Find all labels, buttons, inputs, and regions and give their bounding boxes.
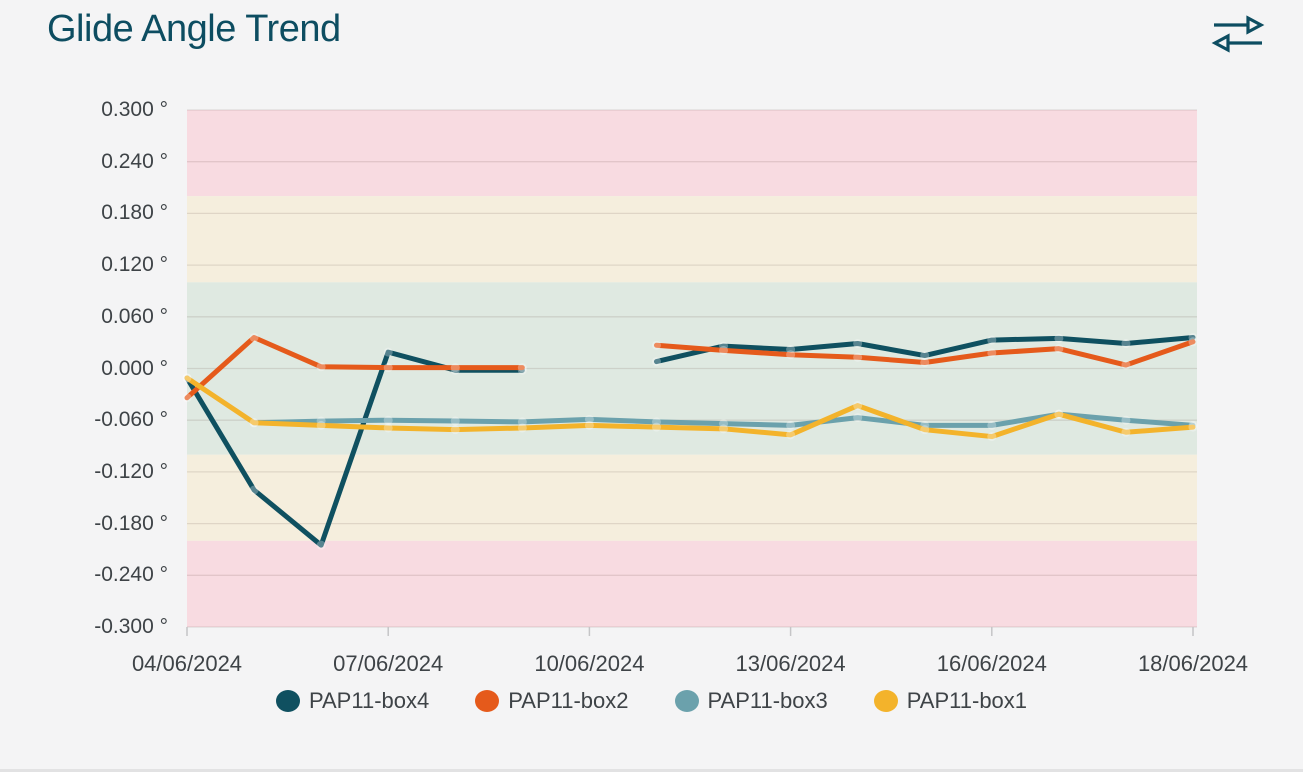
data-point-marker bbox=[249, 332, 259, 342]
legend-label: PAP11-box3 bbox=[707, 688, 828, 713]
data-point-marker bbox=[584, 414, 594, 424]
data-point-marker bbox=[786, 350, 796, 360]
series-line-PAP11-box2 bbox=[653, 339, 1196, 368]
data-point-marker bbox=[316, 362, 326, 372]
y-axis-tick-label: -0.180 ° bbox=[94, 511, 168, 535]
legend-item-PAP11-box1[interactable]: PAP11-box1 bbox=[873, 688, 1028, 714]
data-point-marker bbox=[853, 413, 863, 423]
data-point-marker bbox=[719, 345, 729, 355]
data-point-marker bbox=[920, 357, 930, 367]
data-point-marker bbox=[786, 345, 796, 355]
x-axis-tick-label: 13/06/2024 bbox=[735, 651, 846, 676]
x-axis-tick-label: 18/06/2024 bbox=[1137, 651, 1249, 676]
y-axis-tick-label: -0.060 ° bbox=[94, 408, 168, 432]
series-line-PAP11-box2 bbox=[184, 334, 525, 401]
legend-label: PAP11-box2 bbox=[508, 688, 629, 713]
data-point-marker bbox=[786, 430, 796, 440]
data-point-marker bbox=[920, 351, 930, 361]
data-point-marker bbox=[786, 420, 796, 430]
data-point-marker bbox=[853, 401, 863, 411]
data-point-marker bbox=[249, 418, 259, 428]
chart-legend: PAP11-box4 PAP11-box2 PAP11-box3 PAP11-box1 bbox=[0, 688, 1303, 714]
y-axis-tick-label: 0.300 ° bbox=[101, 98, 168, 121]
data-point-marker bbox=[1121, 427, 1131, 437]
data-point-marker bbox=[517, 423, 527, 433]
data-point-marker bbox=[1121, 360, 1131, 370]
series-line-PAP11-box3 bbox=[251, 411, 1196, 428]
tolerance-band bbox=[187, 196, 1197, 283]
page-title: Glide Angle Trend bbox=[47, 8, 341, 50]
legend-color-dot bbox=[475, 690, 500, 712]
y-axis-tick-label: 0.120 ° bbox=[101, 253, 168, 277]
data-point-marker bbox=[450, 416, 460, 426]
data-point-marker bbox=[383, 347, 393, 357]
legend-label: PAP11-box4 bbox=[308, 688, 430, 713]
data-point-marker bbox=[383, 415, 393, 425]
y-axis-tick-label: 0.180 ° bbox=[101, 201, 168, 225]
legend-color-dot bbox=[275, 690, 300, 712]
legend-item-PAP11-box3[interactable]: PAP11-box3 bbox=[674, 688, 828, 714]
data-point-marker bbox=[1121, 339, 1131, 349]
data-point-marker bbox=[987, 420, 997, 430]
data-point-marker bbox=[383, 423, 393, 433]
data-point-marker bbox=[1054, 344, 1064, 354]
legend-color-dot bbox=[873, 690, 898, 712]
data-point-marker bbox=[651, 422, 661, 432]
data-point-marker bbox=[920, 425, 930, 435]
data-point-marker bbox=[450, 363, 460, 373]
tolerance-band bbox=[187, 454, 1197, 541]
data-point-marker bbox=[1121, 415, 1131, 425]
legend-label: PAP11-box1 bbox=[906, 688, 1028, 713]
data-point-marker bbox=[987, 432, 997, 442]
data-point-marker bbox=[719, 424, 729, 434]
data-point-marker bbox=[249, 485, 259, 495]
data-point-marker bbox=[853, 339, 863, 349]
data-point-marker bbox=[1054, 409, 1064, 419]
x-axis-tick-label: 04/06/2024 bbox=[131, 651, 243, 676]
series-line-PAP11-box4 bbox=[653, 334, 1196, 365]
data-point-marker bbox=[987, 335, 997, 345]
y-axis-tick-label: 0.240 ° bbox=[101, 149, 168, 173]
y-axis-tick-label: -0.300 ° bbox=[94, 615, 168, 638]
swap-horizontal-arrows-glyph bbox=[1211, 15, 1265, 53]
y-axis-tick-label: -0.120 ° bbox=[94, 459, 168, 483]
data-point-marker bbox=[987, 348, 997, 358]
legend-item-PAP11-box4[interactable]: PAP11-box4 bbox=[275, 688, 430, 714]
data-point-marker bbox=[853, 352, 863, 362]
data-point-marker bbox=[316, 540, 326, 550]
data-point-marker bbox=[1188, 337, 1198, 347]
data-point-marker bbox=[651, 340, 661, 350]
data-point-marker bbox=[651, 357, 661, 367]
data-point-marker bbox=[1188, 422, 1198, 432]
y-axis-tick-label: 0.000 ° bbox=[101, 356, 168, 380]
legend-color-dot bbox=[674, 690, 699, 712]
data-point-marker bbox=[182, 373, 192, 383]
series-line-PAP11-box1 bbox=[184, 375, 1196, 440]
tolerance-band bbox=[187, 540, 1197, 627]
data-point-marker bbox=[517, 417, 527, 427]
data-point-marker bbox=[584, 420, 594, 430]
tolerance-band bbox=[187, 110, 1197, 197]
data-point-marker bbox=[1188, 332, 1198, 342]
series-line-PAP11-box4 bbox=[184, 349, 525, 548]
data-point-marker bbox=[1054, 333, 1064, 343]
data-point-marker bbox=[651, 417, 661, 427]
y-axis-tick-label: 0.060 ° bbox=[101, 304, 168, 328]
data-point-marker bbox=[719, 419, 729, 429]
data-point-marker bbox=[383, 363, 393, 373]
x-axis-tick-label: 07/06/2024 bbox=[333, 651, 444, 676]
data-point-marker bbox=[450, 425, 460, 435]
x-axis-tick-label: 16/06/2024 bbox=[936, 651, 1047, 676]
data-point-marker bbox=[517, 363, 527, 373]
x-axis-tick-label: 10/06/2024 bbox=[534, 651, 645, 676]
data-point-marker bbox=[316, 420, 326, 430]
data-point-marker bbox=[182, 393, 192, 403]
swap-axes-icon[interactable] bbox=[1210, 14, 1266, 56]
y-axis-tick-label: -0.240 ° bbox=[94, 563, 168, 587]
legend-item-PAP11-box2[interactable]: PAP11-box2 bbox=[475, 688, 629, 714]
